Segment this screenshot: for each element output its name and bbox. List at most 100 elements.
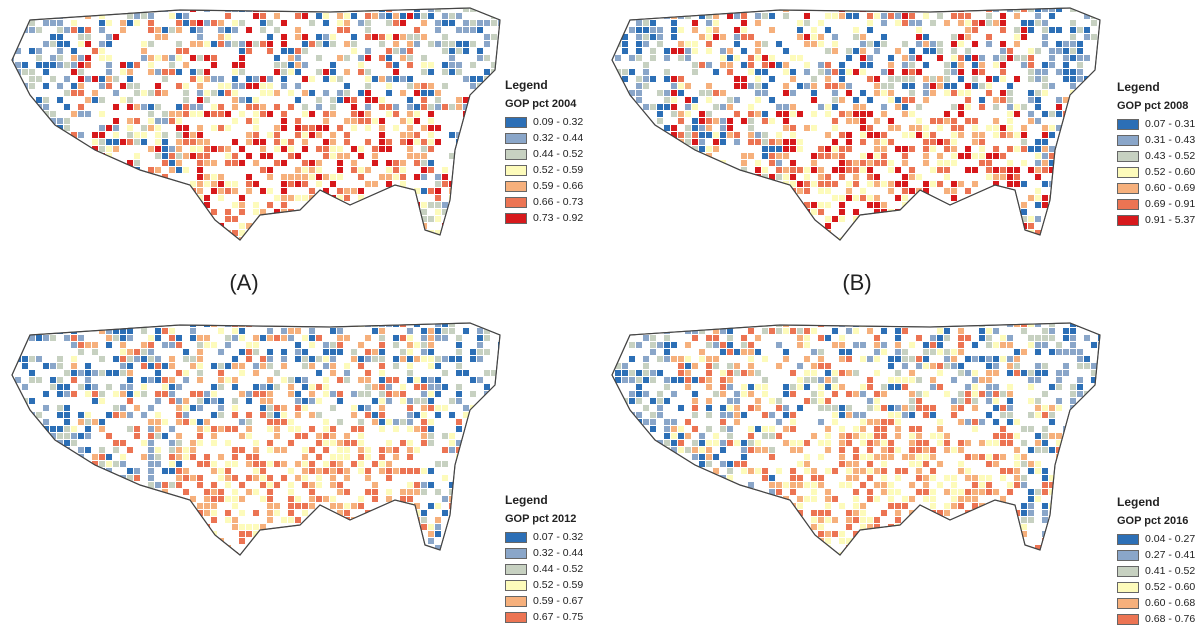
county-cell	[267, 167, 273, 173]
county-cell	[860, 55, 866, 61]
county-cell	[615, 27, 621, 33]
county-cell	[734, 188, 740, 194]
county-cell	[1021, 426, 1027, 432]
county-cell	[64, 90, 70, 96]
county-cell	[428, 41, 434, 47]
county-cell	[720, 104, 726, 110]
county-cell	[612, 412, 614, 418]
county-cell	[85, 111, 91, 117]
county-cell	[260, 398, 266, 404]
county-cell	[36, 356, 42, 362]
county-cell	[881, 146, 887, 152]
county-cell	[622, 419, 628, 425]
county-cell	[1077, 153, 1083, 159]
county-cell	[993, 62, 999, 68]
county-cell	[972, 132, 978, 138]
county-cell	[176, 146, 182, 152]
county-cell	[937, 335, 943, 341]
county-cell	[804, 328, 810, 334]
county-cell	[678, 405, 684, 411]
county-cell	[330, 97, 336, 103]
county-cell	[636, 398, 642, 404]
county-cell	[85, 202, 91, 208]
county-cell	[783, 139, 789, 145]
county-cell	[762, 111, 768, 117]
county-cell	[867, 454, 873, 460]
county-cell	[720, 237, 726, 240]
county-cell	[99, 209, 105, 215]
county-cell	[643, 356, 649, 362]
county-cell	[930, 83, 936, 89]
county-cell	[612, 48, 614, 54]
county-cell	[379, 517, 385, 523]
county-cell	[85, 433, 91, 439]
county-cell	[365, 90, 371, 96]
county-cell	[1021, 323, 1027, 327]
county-cell	[1091, 34, 1097, 40]
county-cell	[797, 20, 803, 26]
county-cell	[951, 181, 957, 187]
county-cell	[36, 62, 42, 68]
county-cell	[916, 405, 922, 411]
county-cell	[421, 468, 427, 474]
county-cell	[622, 447, 628, 453]
county-cell	[776, 41, 782, 47]
county-cell	[1049, 146, 1055, 152]
county-cell	[372, 76, 378, 82]
county-cell	[372, 545, 378, 551]
county-cell	[113, 370, 119, 376]
county-cell	[965, 97, 971, 103]
county-cell	[260, 391, 266, 397]
county-cell	[365, 517, 371, 523]
county-cell	[169, 426, 175, 432]
county-cell	[337, 398, 343, 404]
county-cell	[706, 20, 712, 26]
county-cell	[379, 552, 385, 555]
county-cell	[636, 83, 642, 89]
county-cell	[162, 531, 168, 537]
county-cell	[274, 419, 280, 425]
county-cell	[232, 454, 238, 460]
county-cell	[176, 524, 182, 530]
county-cell	[309, 20, 315, 26]
county-cell	[1070, 76, 1076, 82]
county-cell	[951, 377, 957, 383]
county-cell	[902, 454, 908, 460]
county-cell	[720, 55, 726, 61]
county-cell	[260, 13, 266, 19]
county-cell	[316, 545, 322, 551]
county-cell	[930, 244, 936, 250]
county-cell	[958, 391, 964, 397]
county-cell	[148, 111, 154, 117]
county-cell	[895, 104, 901, 110]
county-cell	[288, 146, 294, 152]
county-cell	[29, 174, 35, 180]
county-cell	[1098, 328, 1100, 334]
county-cell	[295, 545, 301, 551]
county-cell	[671, 356, 677, 362]
county-cell	[853, 13, 859, 19]
county-cell	[407, 335, 413, 341]
county-cell	[211, 237, 217, 240]
county-cell	[351, 188, 357, 194]
county-cell	[1028, 118, 1034, 124]
county-cell	[937, 461, 943, 467]
county-cell	[888, 55, 894, 61]
county-cell	[1049, 8, 1055, 12]
county-cell	[804, 454, 810, 460]
county-cell	[727, 349, 733, 355]
county-cell	[176, 531, 182, 537]
county-cell	[944, 76, 950, 82]
county-cell	[612, 174, 614, 180]
county-cell	[685, 433, 691, 439]
county-cell	[407, 76, 413, 82]
county-cell	[923, 139, 929, 145]
county-cell	[629, 216, 635, 222]
county-cell	[337, 188, 343, 194]
county-cell	[498, 538, 500, 544]
county-cell	[958, 223, 964, 229]
county-cell	[36, 118, 42, 124]
county-cell	[232, 181, 238, 187]
county-cell	[951, 13, 957, 19]
county-cell	[365, 468, 371, 474]
